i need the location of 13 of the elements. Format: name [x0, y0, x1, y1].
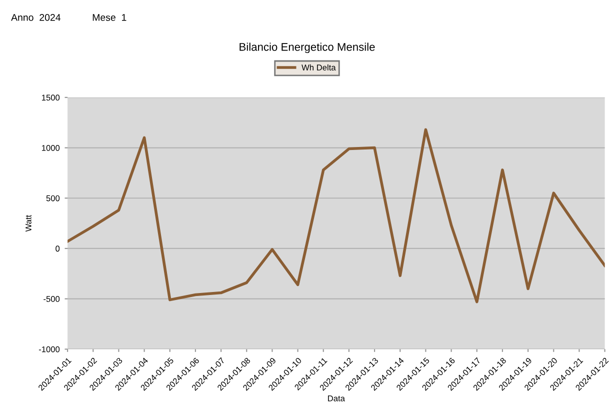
y-tick-label: -500 — [44, 296, 60, 302]
chart-title: Bilancio Energetico Mensile — [240, 42, 375, 54]
y-axis-title: Watt — [26, 214, 32, 232]
y-tick-label: 1500 — [42, 94, 60, 101]
text: Anno 2024 — [11, 14, 61, 21]
legend-label: Wh Delta — [302, 64, 336, 70]
text: Mese 1 — [92, 14, 126, 21]
y-tick-label: 1000 — [42, 144, 60, 151]
y-tick-label: -1000 — [38, 346, 60, 352]
x-axis-title: Data — [328, 396, 345, 402]
y-tick-label: 500 — [46, 195, 60, 202]
line-series — [68, 128, 605, 304]
y-tick-label: 0 — [56, 246, 60, 252]
